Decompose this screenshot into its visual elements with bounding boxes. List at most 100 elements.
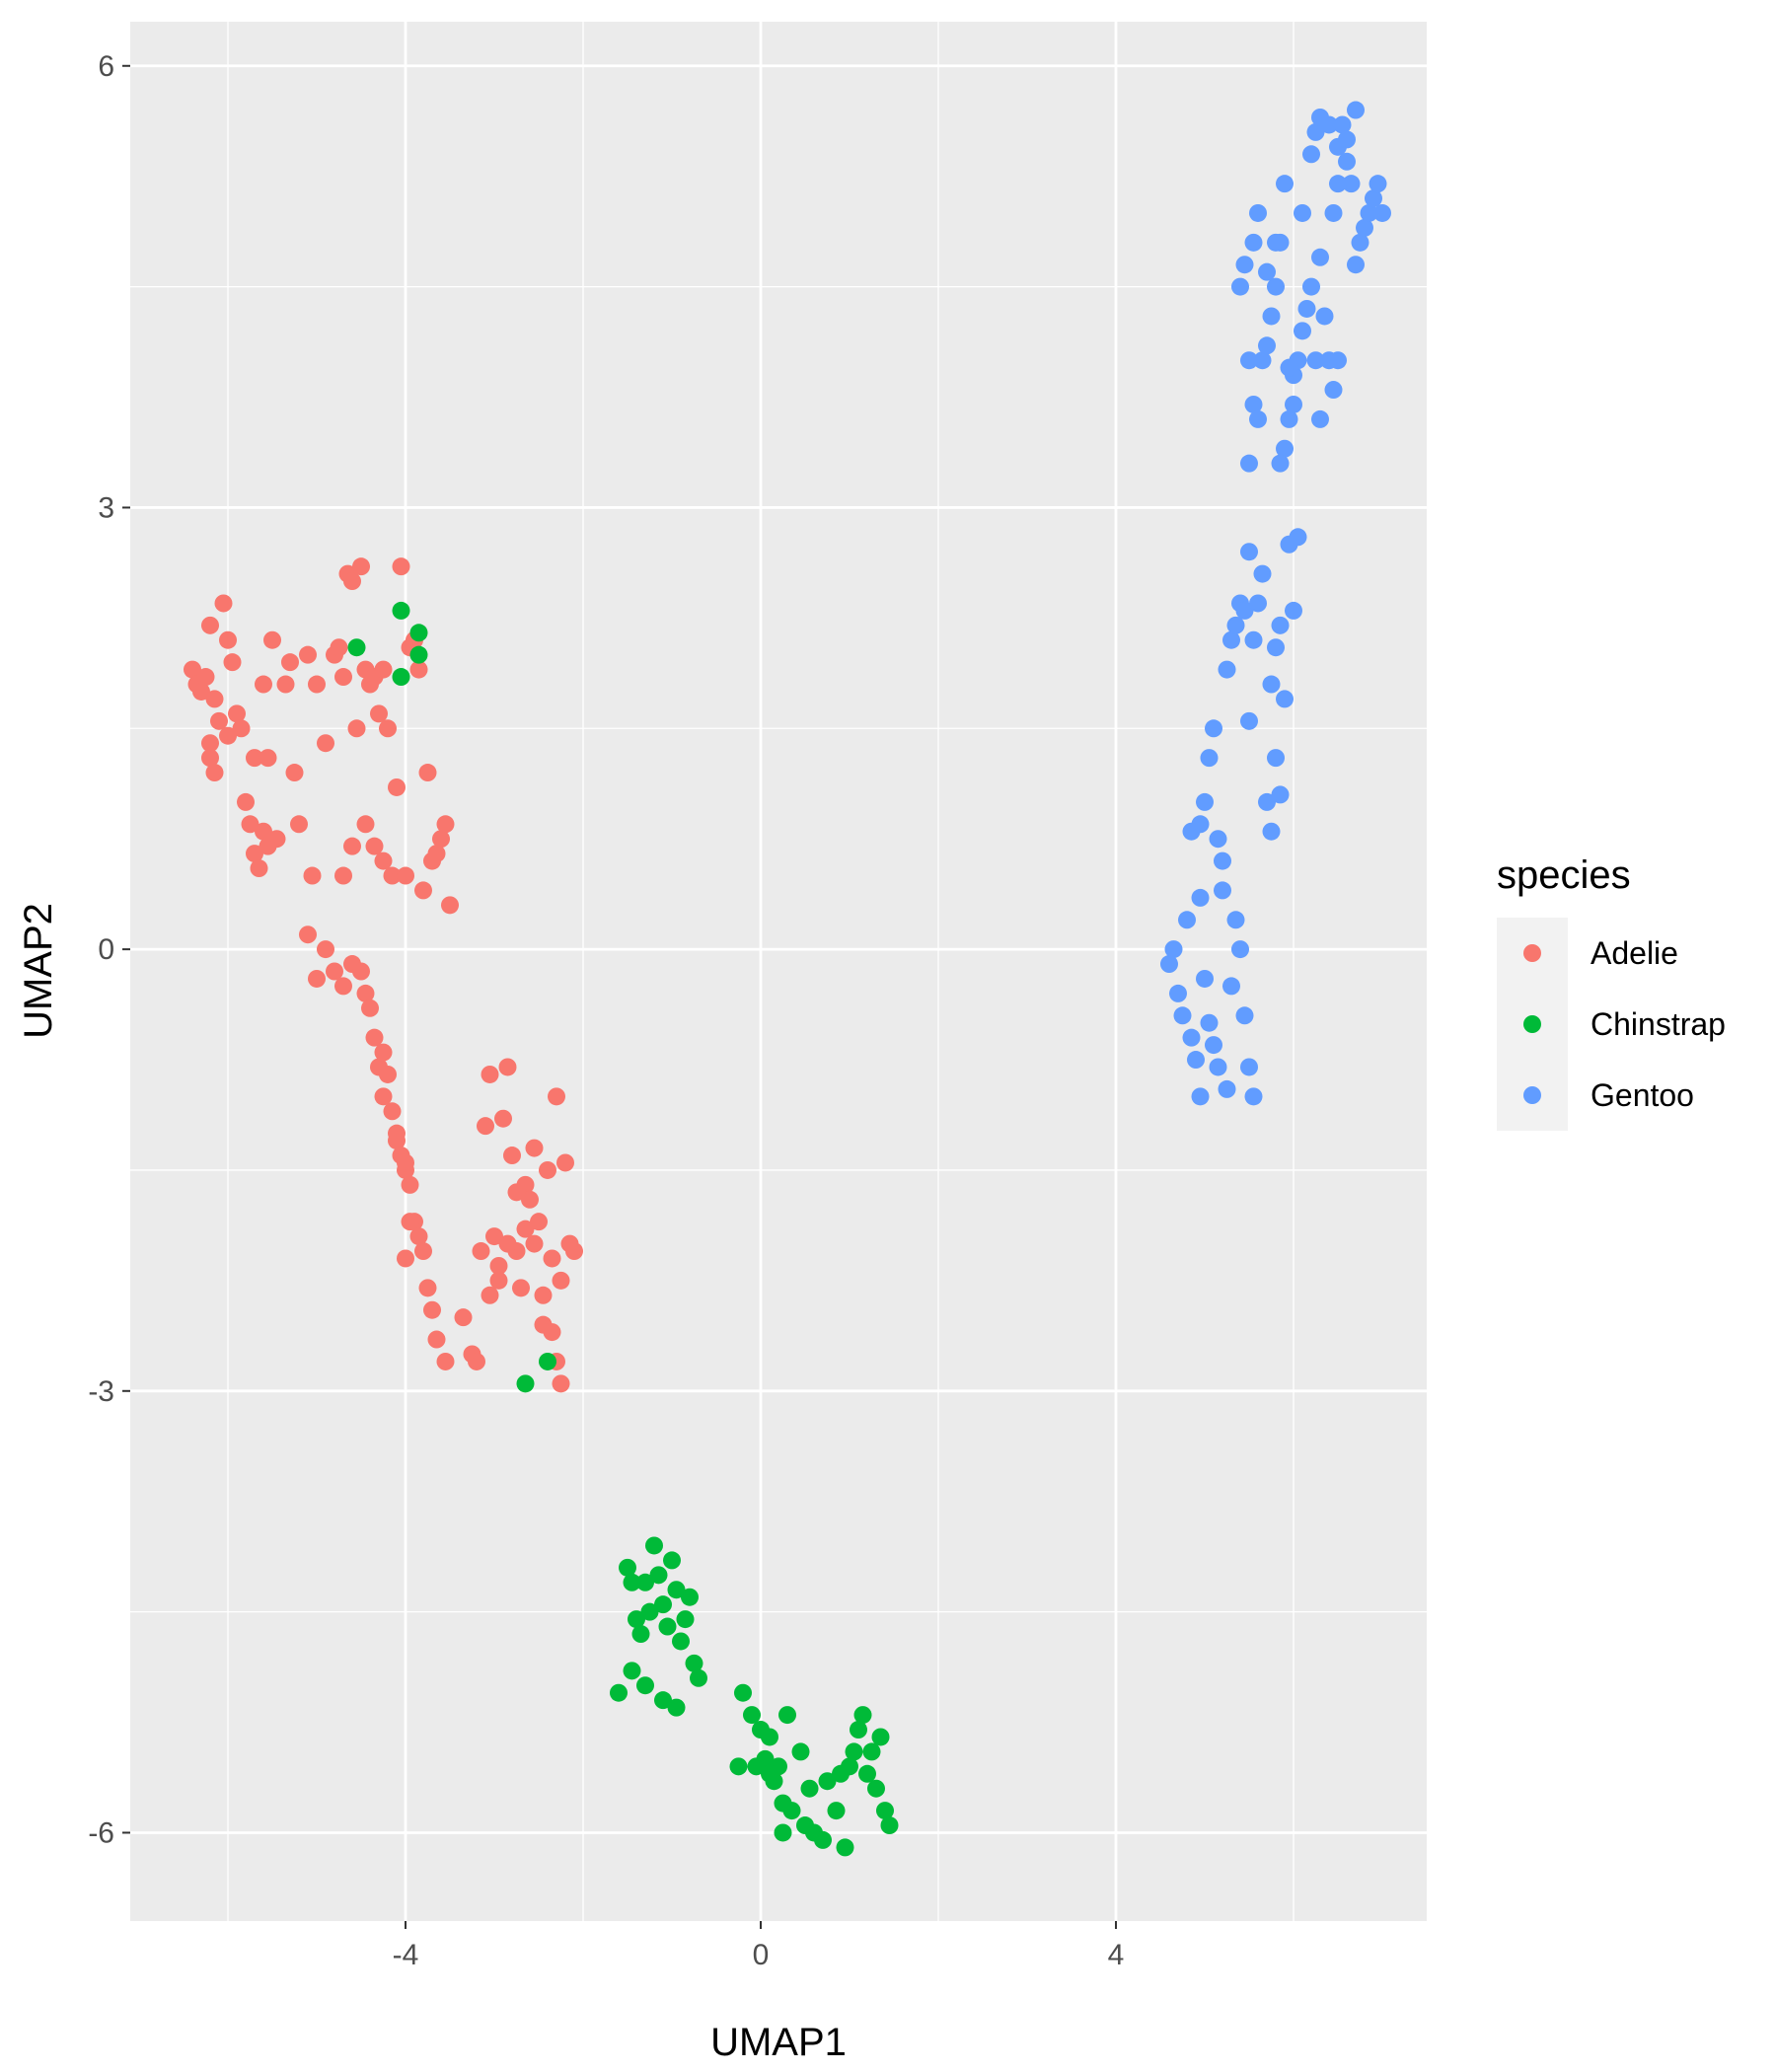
data-point-gentoo	[1306, 351, 1325, 370]
data-point-gentoo	[1294, 203, 1311, 222]
data-point-adelie	[414, 1242, 432, 1261]
data-point-adelie	[409, 1227, 428, 1246]
data-point-adelie	[214, 594, 233, 613]
data-point-gentoo	[1324, 381, 1343, 400]
data-point-adelie	[418, 764, 437, 782]
data-point-gentoo	[1267, 749, 1285, 768]
data-point-chinstrap	[836, 1838, 854, 1857]
data-point-adelie	[356, 815, 375, 834]
data-point-chinstrap	[761, 1764, 778, 1783]
data-point-gentoo	[1280, 409, 1298, 428]
data-point-adelie	[516, 1220, 535, 1238]
data-point-adelie	[454, 1308, 473, 1327]
data-point-chinstrap	[782, 1802, 801, 1820]
data-point-gentoo	[1306, 122, 1325, 141]
data-point-gentoo	[1240, 543, 1258, 561]
data-point-gentoo	[1315, 307, 1334, 326]
data-point-adelie	[201, 616, 219, 634]
data-point-gentoo	[1222, 977, 1240, 996]
data-point-adelie	[468, 1352, 485, 1370]
y-tick-label: 6	[98, 50, 114, 83]
data-point-gentoo	[1258, 792, 1276, 811]
data-point-adelie	[552, 1271, 570, 1290]
data-point-chinstrap	[663, 1551, 681, 1570]
data-point-chinstrap	[645, 1536, 663, 1555]
data-point-gentoo	[1302, 277, 1320, 296]
data-point-gentoo	[1271, 616, 1290, 634]
data-point-adelie	[441, 896, 459, 915]
data-point-chinstrap	[667, 1581, 686, 1599]
x-tick-label: 4	[1108, 1939, 1125, 1971]
data-point-gentoo	[1360, 203, 1378, 222]
data-point-adelie	[303, 866, 322, 885]
data-point-gentoo	[1262, 307, 1281, 326]
data-point-adelie	[565, 1242, 583, 1261]
data-point-gentoo	[1214, 851, 1231, 870]
data-point-adelie	[401, 1213, 419, 1231]
data-point-gentoo	[1320, 115, 1338, 134]
data-point-adelie	[196, 668, 215, 687]
data-point-adelie	[525, 1139, 544, 1157]
data-point-adelie	[525, 1234, 544, 1253]
data-point-adelie	[365, 1028, 384, 1047]
data-point-chinstrap	[880, 1816, 899, 1835]
data-point-adelie	[397, 866, 414, 885]
data-point-gentoo	[1267, 277, 1285, 296]
data-point-gentoo	[1373, 203, 1391, 222]
data-point-gentoo	[1253, 564, 1272, 583]
data-point-adelie	[365, 837, 384, 855]
data-point-gentoo	[1262, 675, 1281, 694]
data-point-adelie	[379, 719, 397, 738]
data-point-adelie	[374, 1087, 393, 1106]
data-point-adelie	[223, 653, 242, 672]
data-point-gentoo	[1311, 409, 1329, 428]
data-point-adelie	[317, 734, 334, 753]
data-point-chinstrap	[516, 1374, 535, 1393]
data-point-adelie	[281, 653, 299, 672]
x-axis-title: UMAP1	[710, 2021, 847, 2064]
data-point-chinstrap	[690, 1668, 707, 1687]
data-point-adelie	[418, 1279, 437, 1297]
data-point-chinstrap	[800, 1779, 819, 1798]
y-axis-title: UMAP2	[17, 903, 60, 1039]
data-point-gentoo	[1240, 454, 1258, 473]
legend-label-chinstrap: Chinstrap	[1591, 1006, 1726, 1042]
data-point-adelie	[308, 675, 326, 694]
data-point-adelie	[388, 1124, 406, 1143]
data-point-adelie	[285, 764, 304, 782]
data-point-adelie	[401, 1175, 419, 1194]
data-point-adelie	[308, 969, 326, 988]
data-point-gentoo	[1209, 830, 1227, 849]
data-point-gentoo	[1311, 248, 1329, 266]
data-point-gentoo	[1285, 395, 1302, 413]
data-point-adelie	[530, 1213, 548, 1231]
series-gentoo	[1160, 101, 1391, 1106]
data-point-chinstrap	[853, 1706, 872, 1725]
data-point-gentoo	[1200, 749, 1219, 768]
data-point-adelie	[472, 1242, 490, 1261]
data-point-gentoo	[1324, 203, 1343, 222]
data-point-adelie	[334, 668, 352, 687]
data-point-chinstrap	[658, 1617, 677, 1636]
data-point-adelie	[436, 815, 455, 834]
data-point-chinstrap	[409, 645, 428, 664]
data-point-gentoo	[1276, 439, 1294, 458]
data-point-chinstrap	[827, 1802, 846, 1820]
data-point-gentoo	[1244, 630, 1263, 649]
data-point-gentoo	[1240, 1058, 1258, 1076]
data-point-gentoo	[1244, 233, 1263, 252]
data-point-gentoo	[1289, 528, 1307, 547]
data-point-adelie	[370, 704, 388, 723]
data-point-adelie	[210, 711, 228, 730]
data-point-gentoo	[1222, 630, 1240, 649]
data-point-gentoo	[1160, 955, 1178, 974]
data-point-chinstrap	[619, 1558, 636, 1577]
data-point-chinstrap	[850, 1721, 867, 1739]
data-point-adelie	[481, 1286, 499, 1304]
data-point-adelie	[263, 630, 281, 649]
data-point-chinstrap	[667, 1698, 686, 1717]
data-point-gentoo	[1244, 395, 1263, 413]
data-point-gentoo	[1191, 888, 1210, 907]
data-point-gentoo	[1329, 175, 1347, 193]
data-point-adelie	[246, 845, 263, 863]
